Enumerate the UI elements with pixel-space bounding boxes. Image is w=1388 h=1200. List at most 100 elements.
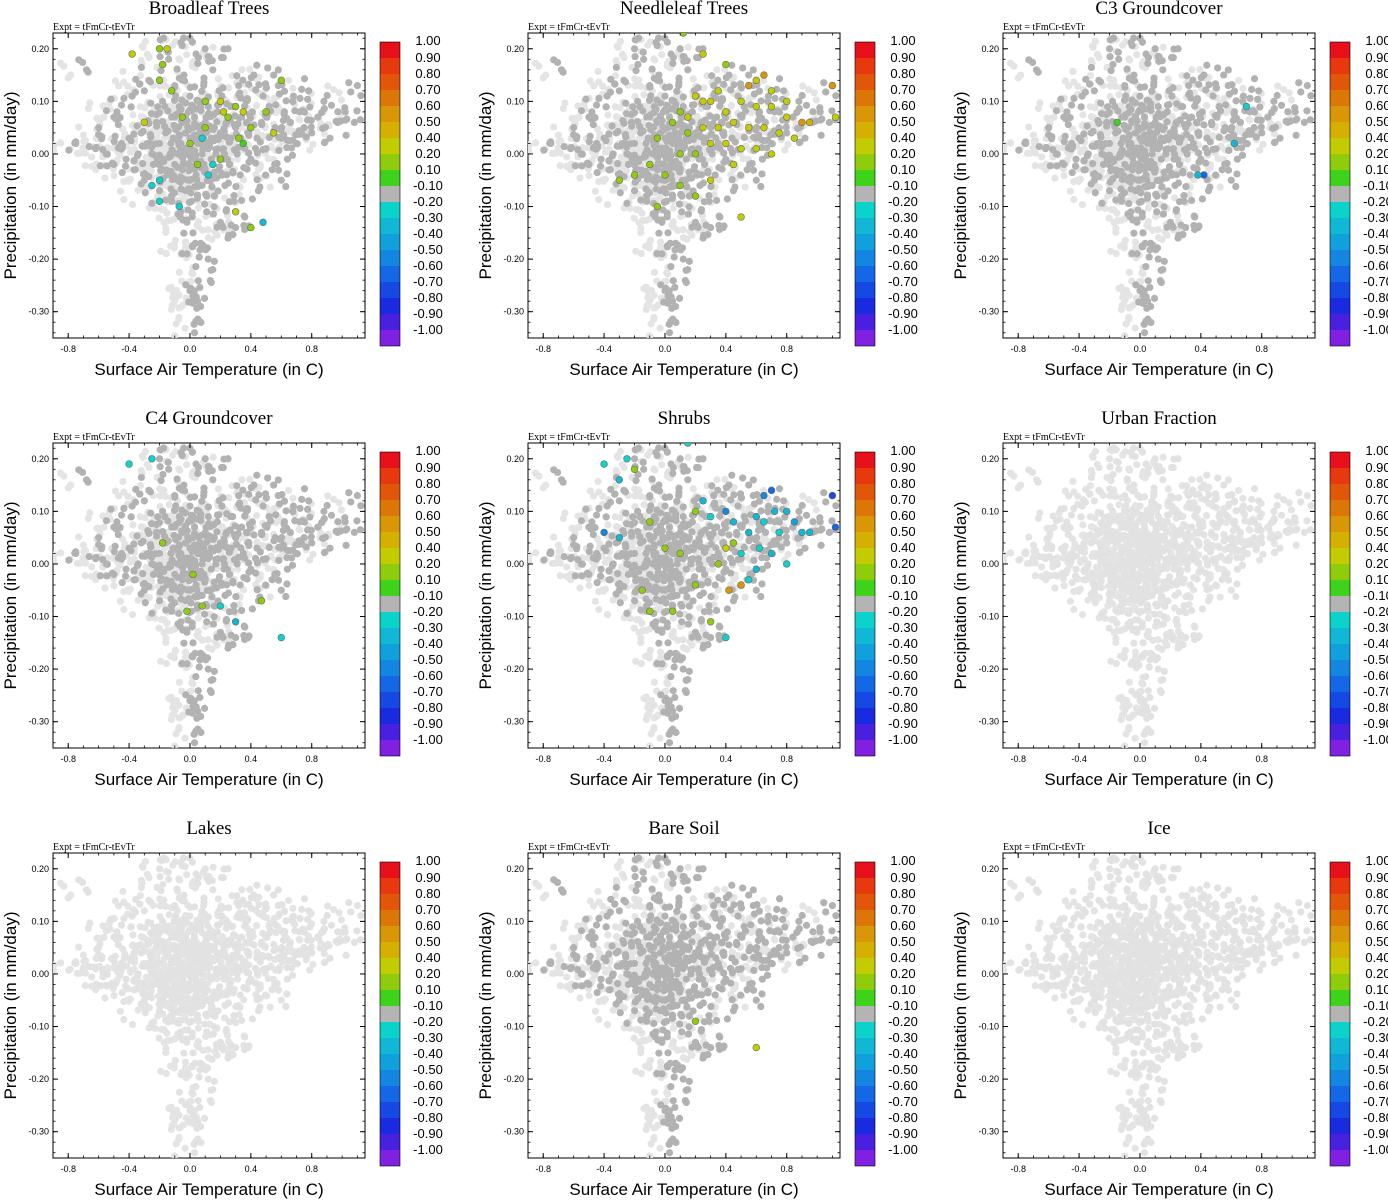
point-light xyxy=(1029,131,1038,139)
point xyxy=(1127,38,1135,47)
point xyxy=(688,174,696,182)
x-tick-label: 0.8 xyxy=(1255,344,1268,354)
point-light xyxy=(563,153,571,161)
point xyxy=(323,91,331,100)
point xyxy=(1169,223,1177,231)
point xyxy=(155,151,164,159)
point xyxy=(188,163,196,171)
point-light xyxy=(296,526,304,534)
point-light xyxy=(555,137,563,146)
point-light xyxy=(126,558,135,566)
point xyxy=(103,150,111,158)
point-light xyxy=(1154,234,1163,242)
point xyxy=(1140,113,1149,121)
point xyxy=(177,515,185,523)
point xyxy=(1140,329,1149,337)
colorbar-swatch xyxy=(855,154,875,170)
x-axis-title: Surface Air Temperature (in C) xyxy=(94,360,323,379)
point xyxy=(1060,113,1068,121)
colorbar-label: -0.90 xyxy=(1363,306,1388,321)
point xyxy=(1295,79,1303,87)
point-light xyxy=(550,123,558,131)
point xyxy=(795,138,804,147)
point xyxy=(219,223,227,231)
point xyxy=(334,108,342,116)
point xyxy=(186,34,194,42)
point xyxy=(156,463,164,471)
point xyxy=(209,210,218,218)
point-colored xyxy=(706,139,715,148)
point xyxy=(214,187,222,195)
colorbar-swatch xyxy=(855,218,875,234)
x-tick-label: -0.8 xyxy=(1010,344,1026,354)
colorbar-label: -0.10 xyxy=(413,178,443,193)
point xyxy=(170,599,179,607)
colorbar-label: -0.30 xyxy=(413,210,443,225)
point-colored xyxy=(699,97,707,106)
point-colored xyxy=(140,118,149,127)
point-light xyxy=(79,541,88,549)
point xyxy=(246,114,255,122)
point-light xyxy=(221,194,229,202)
point xyxy=(202,190,210,198)
point-light xyxy=(141,514,149,522)
colorbar: 1.000.900.800.700.600.500.400.200.10-0.1… xyxy=(1329,33,1388,347)
point xyxy=(695,45,703,53)
point xyxy=(1158,183,1166,191)
point-colored xyxy=(737,213,745,221)
point xyxy=(207,112,215,121)
y-tick-label: 0.10 xyxy=(31,96,49,106)
point-light xyxy=(650,268,659,276)
point xyxy=(652,117,661,125)
point xyxy=(1142,262,1150,271)
point-colored xyxy=(729,160,738,169)
experiment-label: Expt = tFmCr-tEvTr xyxy=(53,22,135,33)
colorbar-label: 0.10 xyxy=(890,162,915,177)
point-light xyxy=(1006,59,1015,67)
point xyxy=(597,155,605,163)
point-light xyxy=(160,628,168,637)
point-colored xyxy=(760,71,768,79)
point-light xyxy=(1014,74,1022,82)
point-light xyxy=(120,605,128,614)
x-axis-title: Surface Air Temperature (in C) xyxy=(569,360,798,379)
point-light xyxy=(86,99,94,107)
colorbar-label: 0.80 xyxy=(415,66,440,81)
point xyxy=(118,551,127,560)
experiment-label: Expt = tFmCr-tEvTr xyxy=(53,432,135,443)
point-light xyxy=(1246,116,1254,124)
point-light xyxy=(600,177,608,185)
point xyxy=(1064,120,1072,129)
point xyxy=(1273,91,1281,100)
point xyxy=(165,465,173,473)
point-light xyxy=(157,657,165,665)
point-colored xyxy=(198,134,206,142)
point-light xyxy=(155,214,163,222)
point xyxy=(578,150,586,158)
point xyxy=(1229,131,1238,139)
point xyxy=(176,213,184,221)
colorbar-label: -0.80 xyxy=(413,290,443,305)
colorbar-swatch xyxy=(380,298,400,314)
point xyxy=(1142,293,1150,301)
point xyxy=(127,103,135,111)
point-light xyxy=(651,56,659,64)
point xyxy=(182,281,190,289)
point xyxy=(197,318,205,327)
point-light xyxy=(56,59,65,67)
point xyxy=(219,84,227,92)
point xyxy=(712,134,720,142)
point-light xyxy=(139,43,147,51)
point xyxy=(671,283,679,292)
point xyxy=(172,502,180,510)
point xyxy=(682,278,690,287)
point-light xyxy=(700,84,708,92)
point xyxy=(274,166,283,174)
point xyxy=(700,160,709,169)
point-colored xyxy=(231,102,240,111)
point-light xyxy=(204,234,213,242)
point xyxy=(230,192,238,200)
point xyxy=(137,473,145,482)
point xyxy=(342,131,350,139)
point xyxy=(745,71,753,79)
